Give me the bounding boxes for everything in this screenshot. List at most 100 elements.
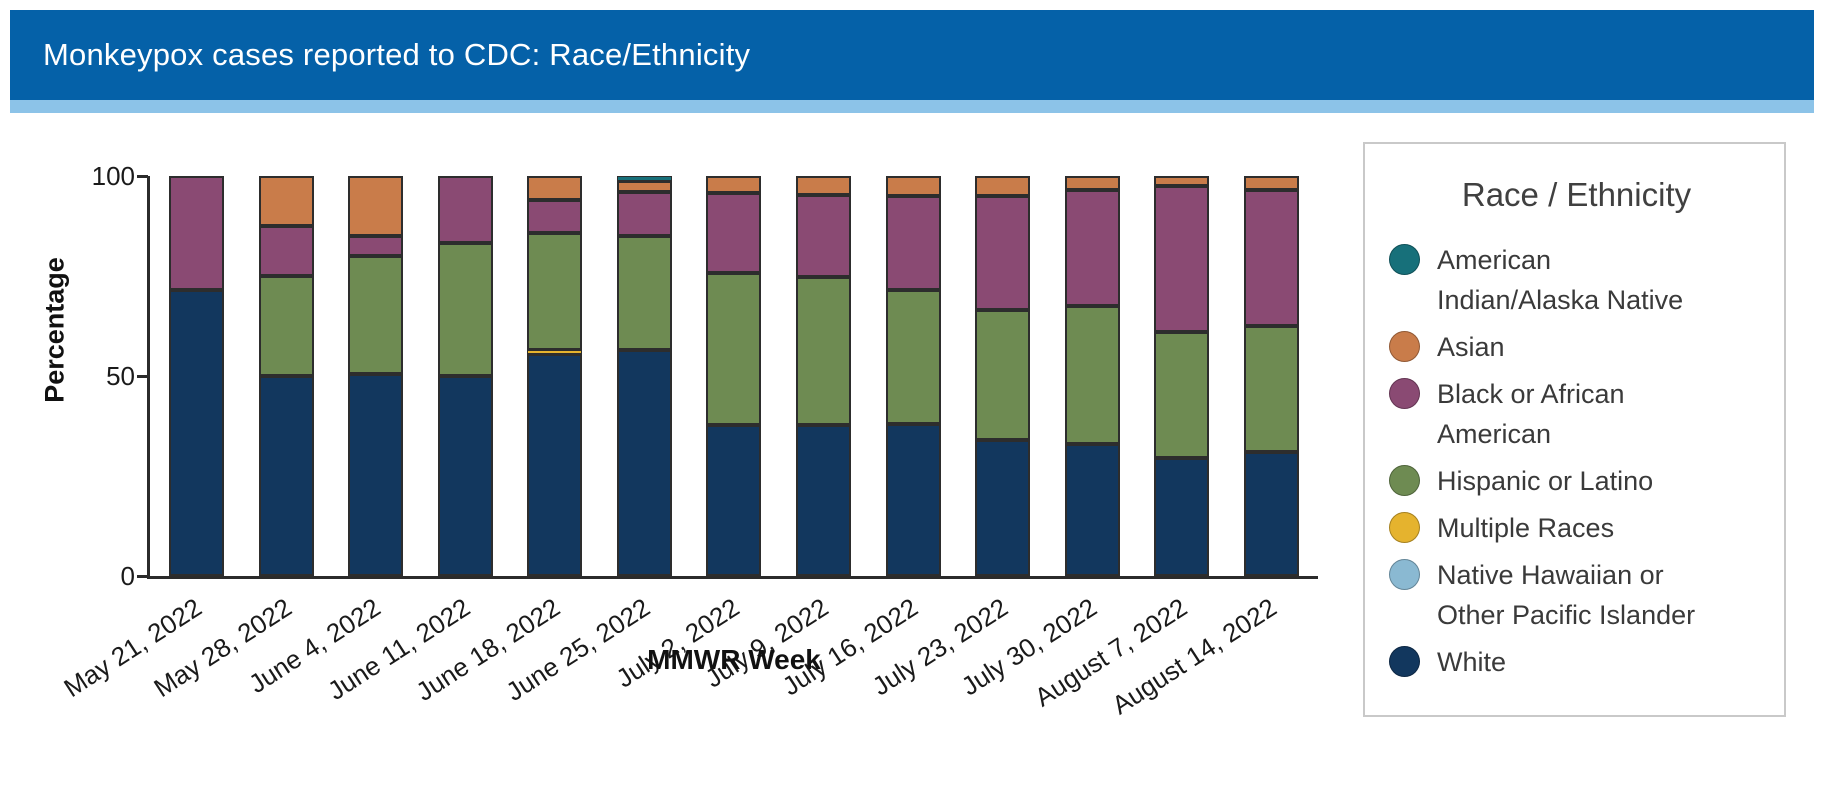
bar-segment-white[interactable] <box>795 425 851 576</box>
bar-slot-august-7-2022 <box>1137 176 1227 576</box>
bar-slot-june-18-2022 <box>510 176 600 576</box>
bar-segment-white[interactable] <box>169 290 225 576</box>
bar-segment-hispanic-or-latino[interactable] <box>1064 306 1120 444</box>
bar-segment-hispanic-or-latino[interactable] <box>437 243 493 376</box>
bar-segment-black-or-african-american[interactable] <box>706 193 762 273</box>
x-axis-line <box>147 576 1318 579</box>
bar-segment-asian[interactable] <box>1154 176 1210 186</box>
bar-segment-white[interactable] <box>1243 452 1299 576</box>
legend-item-hispanic-or-latino[interactable]: Hispanic or Latino <box>1389 461 1764 501</box>
plot-area <box>152 176 1316 576</box>
legend-swatch-white <box>1389 646 1420 677</box>
bar-segment-white[interactable] <box>527 354 583 576</box>
bar-segment-black-or-african-american[interactable] <box>437 176 493 243</box>
bar-segment-hispanic-or-latino[interactable] <box>258 276 314 376</box>
legend-item-native-hawaiian-or-other-pacific-islander[interactable]: Native Hawaiian or Other Pacific Islander <box>1389 555 1764 635</box>
bar-segment-hispanic-or-latino[interactable] <box>975 310 1031 440</box>
bar-segment-white[interactable] <box>616 350 672 576</box>
bar-segment-white[interactable] <box>1154 458 1210 576</box>
bar-segment-asian[interactable] <box>258 176 314 226</box>
bar-segment-white[interactable] <box>975 440 1031 576</box>
legend-item-multiple-races[interactable]: Multiple Races <box>1389 508 1764 548</box>
legend: Race / Ethnicity American Indian/Alaska N… <box>1363 142 1786 717</box>
stacked-bar-august-14-2022 <box>1243 176 1299 576</box>
bar-slot-june-4-2022 <box>331 176 421 576</box>
bar-segment-black-or-african-american[interactable] <box>1154 186 1210 332</box>
bar-segment-asian[interactable] <box>616 181 672 192</box>
bar-segment-black-or-african-american[interactable] <box>1064 190 1120 306</box>
bar-segment-white[interactable] <box>348 374 404 576</box>
bar-segment-hispanic-or-latino[interactable] <box>616 236 672 350</box>
bar-segment-hispanic-or-latino[interactable] <box>1154 332 1210 458</box>
bar-segment-hispanic-or-latino[interactable] <box>706 273 762 425</box>
y-tick-label-0: 0 <box>120 561 135 591</box>
bar-segment-black-or-african-american[interactable] <box>258 226 314 276</box>
bar-segment-multiple-races[interactable] <box>527 350 583 354</box>
legend-item-asian[interactable]: Asian <box>1389 327 1764 367</box>
bar-segment-hispanic-or-latino[interactable] <box>1243 326 1299 452</box>
bar-segment-black-or-african-american[interactable] <box>1243 190 1299 326</box>
legend-item-label: American Indian/Alaska Native <box>1437 245 1684 315</box>
legend-item-label: Hispanic or Latino <box>1437 466 1654 496</box>
bar-segment-black-or-african-american[interactable] <box>169 176 225 290</box>
legend-swatch-american-indian-alaska-native <box>1389 244 1420 275</box>
bar-segment-asian[interactable] <box>706 176 762 193</box>
bar-segment-white[interactable] <box>1064 444 1120 576</box>
bar-slot-july-30-2022 <box>1047 176 1137 576</box>
bar-segment-asian[interactable] <box>795 176 851 195</box>
bar-segment-asian[interactable] <box>1064 176 1120 190</box>
bar-segment-asian[interactable] <box>527 176 583 200</box>
y-tick-mark-0 <box>137 575 148 578</box>
stacked-bar-july-16-2022 <box>885 176 941 576</box>
bar-slot-august-14-2022 <box>1226 176 1316 576</box>
stacked-bar-june-18-2022 <box>527 176 583 576</box>
legend-swatch-asian <box>1389 331 1420 362</box>
bar-segment-hispanic-or-latino[interactable] <box>348 256 404 374</box>
x-axis-title: MMWR Week <box>647 644 821 675</box>
bar-segment-black-or-african-american[interactable] <box>795 195 851 277</box>
stacked-bar-june-11-2022 <box>437 176 493 576</box>
legend-item-label: Asian <box>1437 332 1505 362</box>
stacked-bar-august-7-2022 <box>1154 176 1210 576</box>
stacked-bar-june-25-2022 <box>616 176 672 576</box>
bar-segment-white[interactable] <box>437 376 493 576</box>
bar-slot-july-2-2022 <box>689 176 779 576</box>
bar-segment-black-or-african-american[interactable] <box>616 192 672 236</box>
legend-item-label: Native Hawaiian or Other Pacific Islander <box>1437 560 1696 630</box>
legend-title: Race / Ethnicity <box>1461 176 1692 213</box>
bar-segment-black-or-african-american[interactable] <box>975 196 1031 310</box>
bar-slot-july-16-2022 <box>868 176 958 576</box>
bar-segment-white[interactable] <box>706 425 762 576</box>
bar-segment-black-or-african-american[interactable] <box>348 236 404 256</box>
stacked-bar-june-4-2022 <box>348 176 404 576</box>
bar-segment-hispanic-or-latino[interactable] <box>795 277 851 425</box>
bar-segment-black-or-african-american[interactable] <box>885 196 941 290</box>
y-axis-line <box>147 176 150 579</box>
legend-item-white[interactable]: White <box>1389 642 1764 682</box>
stacked-bar-july-30-2022 <box>1064 176 1120 576</box>
legend-swatch-hispanic-or-latino <box>1389 465 1420 496</box>
legend-swatch-multiple-races <box>1389 512 1420 543</box>
legend-item-label: Multiple Races <box>1437 513 1615 543</box>
legend-item-black-or-african-american[interactable]: Black or African American <box>1389 374 1764 454</box>
bar-slot-july-9-2022 <box>779 176 869 576</box>
bar-slot-may-28-2022 <box>242 176 332 576</box>
legend-item-label: White <box>1437 647 1507 677</box>
legend-items: American Indian/Alaska Native Asian Black o… <box>1389 240 1764 682</box>
bar-segment-asian[interactable] <box>975 176 1031 196</box>
bar-segment-black-or-african-american[interactable] <box>527 200 583 233</box>
bar-segment-hispanic-or-latino[interactable] <box>527 233 583 350</box>
bar-segment-american-indian-alaska-native[interactable] <box>616 176 672 181</box>
bar-segment-asian[interactable] <box>348 176 404 236</box>
bar-segment-hispanic-or-latino[interactable] <box>885 290 941 424</box>
legend-swatch-native-hawaiian-or-other-pacific-islander <box>1389 559 1420 590</box>
legend-item-american-indian-alaska-native[interactable]: American Indian/Alaska Native <box>1389 240 1764 320</box>
bar-segment-white[interactable] <box>885 424 941 576</box>
legend-item-label: Black or African American <box>1437 379 1625 449</box>
bar-segment-asian[interactable] <box>1243 176 1299 190</box>
bar-segment-asian[interactable] <box>885 176 941 196</box>
bar-segment-white[interactable] <box>258 376 314 576</box>
bar-slot-june-25-2022 <box>600 176 690 576</box>
stacked-bar-july-9-2022 <box>795 176 851 576</box>
